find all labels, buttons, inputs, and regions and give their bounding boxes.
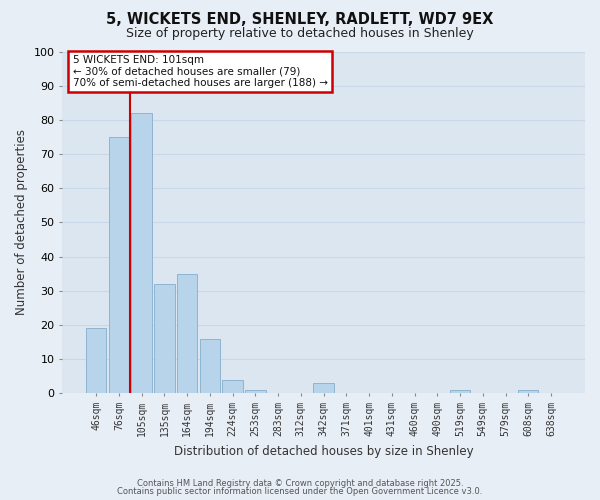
Bar	[518, 390, 538, 394]
Bar	[86, 328, 106, 394]
Bar	[154, 284, 175, 394]
Bar	[177, 274, 197, 394]
Text: Contains public sector information licensed under the Open Government Licence v3: Contains public sector information licen…	[118, 487, 482, 496]
X-axis label: Distribution of detached houses by size in Shenley: Distribution of detached houses by size …	[174, 444, 473, 458]
Bar	[245, 390, 266, 394]
Y-axis label: Number of detached properties: Number of detached properties	[15, 130, 28, 316]
Text: Size of property relative to detached houses in Shenley: Size of property relative to detached ho…	[126, 28, 474, 40]
Bar	[450, 390, 470, 394]
Bar	[200, 338, 220, 394]
Text: 5 WICKETS END: 101sqm
← 30% of detached houses are smaller (79)
70% of semi-deta: 5 WICKETS END: 101sqm ← 30% of detached …	[73, 55, 328, 88]
Text: Contains HM Land Registry data © Crown copyright and database right 2025.: Contains HM Land Registry data © Crown c…	[137, 478, 463, 488]
Bar	[131, 113, 152, 394]
Bar	[109, 137, 129, 394]
Bar	[223, 380, 243, 394]
Bar	[313, 383, 334, 394]
Text: 5, WICKETS END, SHENLEY, RADLETT, WD7 9EX: 5, WICKETS END, SHENLEY, RADLETT, WD7 9E…	[106, 12, 494, 28]
